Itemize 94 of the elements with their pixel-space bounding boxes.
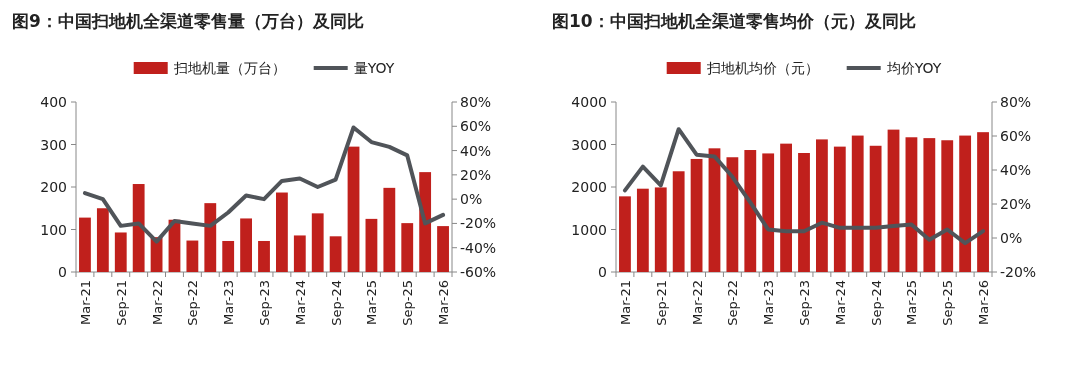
y2-tick-label: -60% (460, 264, 497, 280)
x-tick-label: Sep-24 (328, 280, 344, 326)
bar (329, 236, 342, 272)
x-tick-label: Sep-22 (725, 280, 741, 326)
bar (636, 188, 649, 272)
x-tick-label: Sep-23 (257, 280, 272, 326)
bar (383, 187, 396, 272)
bar (780, 143, 792, 272)
bar (114, 232, 127, 272)
y2-tick-label: -20% (1000, 264, 1037, 280)
y2-tick-label: 0% (1000, 230, 1023, 246)
y-tick-label: 100 (40, 221, 67, 238)
x-tick-label: Mar-26 (976, 280, 992, 325)
bar (977, 132, 989, 272)
y-tick-label: 200 (40, 179, 67, 195)
bar (311, 213, 324, 272)
bar (708, 148, 721, 272)
bar (293, 235, 306, 272)
x-tick-label: Mar-23 (761, 280, 777, 325)
y-tick-label: 300 (40, 136, 67, 153)
y-tick-label: 400 (40, 94, 67, 110)
x-tick-label: Mar-24 (292, 280, 308, 325)
x-tick-label: Mar-25 (364, 280, 380, 325)
x-tick-label: Mar-26 (436, 280, 452, 325)
chart-title: 图9：中国扫地机全渠道零售量（万台）及同比 (12, 11, 364, 31)
bar (347, 146, 360, 272)
x-tick-label: Mar-25 (904, 280, 920, 325)
bar (186, 240, 199, 272)
x-tick-label: Mar-23 (221, 280, 237, 325)
bar (726, 157, 739, 272)
y2-tick-label: -40% (460, 239, 497, 256)
x-tick-label: Mar-24 (832, 280, 848, 325)
bar (204, 203, 217, 272)
y2-tick-label: 40% (1000, 162, 1032, 178)
bar (258, 240, 270, 272)
bar (437, 226, 449, 272)
bar (744, 150, 757, 272)
x-tick-label: Sep-21 (113, 280, 129, 326)
bar (276, 192, 288, 272)
bar (672, 171, 685, 272)
legend-label: 均价YOY (885, 60, 942, 76)
bar (222, 240, 235, 272)
bar (419, 172, 432, 272)
y-tick-label: 4000 (571, 94, 607, 110)
bar (619, 196, 631, 272)
bar (869, 145, 882, 272)
y2-tick-label: 40% (460, 142, 492, 159)
x-tick-label: Sep-25 (940, 280, 956, 326)
y2-tick-label: 60% (1000, 128, 1032, 144)
bar (798, 153, 810, 272)
legend-label: 量YOY (353, 60, 395, 76)
bar (905, 137, 918, 272)
x-tick-label: Sep-21 (653, 280, 669, 326)
bar (851, 135, 864, 272)
line-series (82, 125, 446, 244)
bar (654, 187, 667, 272)
y2-tick-label: 20% (460, 166, 492, 183)
bar (959, 135, 972, 272)
legend-label: 扫地机均价（元） (705, 60, 819, 76)
y-tick-label: 3000 (571, 136, 607, 153)
bar (79, 217, 91, 272)
bar (887, 129, 900, 272)
x-tick-label: Sep-24 (868, 280, 884, 326)
x-tick-label: Mar-22 (149, 280, 165, 325)
line-series (622, 127, 986, 246)
y2-tick-label: 0% (460, 191, 483, 208)
x-tick-label: Sep-25 (400, 280, 416, 326)
bar (923, 138, 936, 272)
y2-tick-label: 20% (1000, 196, 1032, 212)
bar (690, 158, 703, 272)
bar (833, 146, 846, 272)
bar (365, 218, 378, 272)
bar (401, 223, 414, 272)
y-tick-label: 1000 (571, 221, 607, 238)
y2-tick-label: -20% (460, 215, 497, 232)
bar (941, 140, 954, 272)
bar (96, 208, 109, 272)
bar (762, 153, 775, 272)
y-tick-label: 2000 (571, 179, 607, 195)
legend-label: 扫地机量（万台） (172, 60, 286, 76)
y2-tick-label: 80% (460, 94, 492, 110)
bar (816, 139, 828, 272)
x-tick-label: Mar-21 (77, 280, 93, 325)
x-tick-label: Sep-22 (185, 280, 201, 326)
y-tick-label: 0 (58, 264, 67, 280)
y-tick-label: 0 (598, 264, 607, 280)
x-tick-label: Mar-21 (617, 280, 633, 325)
chart-title: 图10：中国扫地机全渠道零售均价（元）及同比 (552, 11, 916, 31)
y2-tick-label: 60% (460, 118, 492, 135)
bar (240, 218, 252, 272)
x-tick-label: Mar-22 (689, 280, 705, 325)
y2-tick-label: 80% (1000, 94, 1032, 110)
x-tick-label: Sep-23 (797, 280, 812, 326)
bar (132, 184, 145, 272)
